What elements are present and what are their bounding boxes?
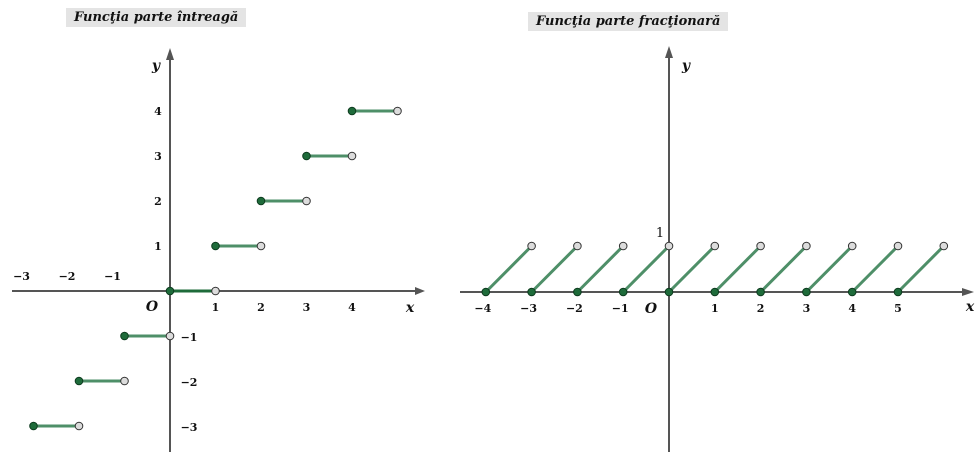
left-y-tick-label: −2 xyxy=(181,376,198,389)
left-x-tick-label: −3 xyxy=(13,270,30,283)
left-open-point xyxy=(165,331,175,341)
right-closed-point xyxy=(527,287,536,297)
right-open-point xyxy=(527,241,536,251)
right-sawtooth-segment xyxy=(576,244,625,294)
left-closed-point xyxy=(74,376,84,386)
right-sawtooth-segment xyxy=(530,244,579,294)
right-open-point xyxy=(664,241,674,251)
right-closed-point xyxy=(481,287,491,297)
right-open-point xyxy=(939,241,949,251)
left-open-point xyxy=(393,106,402,116)
right-sawtooth-segment xyxy=(805,244,854,294)
left-open-point xyxy=(302,196,311,206)
right-closed-point xyxy=(893,287,903,297)
right-sawtooth-segment xyxy=(484,244,533,294)
right-open-point xyxy=(573,241,582,251)
right-sawtooth-segment xyxy=(759,244,808,294)
right-open-point xyxy=(710,241,720,251)
left-x-axis-arrow xyxy=(415,287,425,295)
right-sawtooth-segment xyxy=(896,244,945,294)
left-y-tick-label: −1 xyxy=(181,331,198,344)
right-y-axis-label: y xyxy=(681,58,691,74)
left-open-point xyxy=(74,421,84,431)
left-closed-point xyxy=(120,331,129,341)
right-closed-point xyxy=(573,287,582,297)
left-origin-label: O xyxy=(146,299,159,315)
right-x-axis-label: x xyxy=(965,299,975,315)
right-open-point xyxy=(618,241,628,251)
right-closed-point xyxy=(847,287,857,297)
right-closed-point xyxy=(710,287,720,297)
left-closed-point xyxy=(347,106,357,116)
left-open-point xyxy=(256,241,266,251)
left-y-tick-label: 3 xyxy=(154,150,162,163)
right-x-tick-label: 3 xyxy=(803,302,811,315)
left-x-tick-label: −2 xyxy=(59,270,76,283)
left-chart-title: Funcţia parte întreagă xyxy=(66,8,247,27)
left-x-tick-label: 4 xyxy=(348,301,356,314)
left-x-tick-label: 2 xyxy=(257,301,265,314)
left-y-axis-arrow xyxy=(166,48,174,60)
left-open-point xyxy=(120,376,129,386)
left-x-tick-label: −1 xyxy=(104,270,121,283)
right-x-tick-label: −1 xyxy=(612,302,629,315)
left-closed-point xyxy=(211,241,220,251)
right-origin-label: O xyxy=(645,301,658,317)
left-y-tick-label: 1 xyxy=(154,240,162,253)
right-open-point xyxy=(802,241,811,251)
right-x-tick-label: −3 xyxy=(520,302,537,315)
right-closed-point xyxy=(802,287,811,297)
right-x-axis-arrow xyxy=(962,288,974,296)
right-closed-point xyxy=(756,287,765,297)
right-open-point xyxy=(756,241,765,251)
left-closed-point xyxy=(302,151,311,161)
left-open-point xyxy=(347,151,357,161)
right-x-tick-label: −4 xyxy=(474,302,491,315)
left-y-tick-label: 2 xyxy=(154,195,162,208)
left-closed-point xyxy=(165,286,175,296)
right-chart-title: Funcţia parte fracţionară xyxy=(528,12,729,31)
right-x-tick-label: 5 xyxy=(894,302,902,315)
left-closed-point xyxy=(256,196,266,206)
right-sawtooth-segment xyxy=(713,244,762,294)
right-y-tick-label: 1 xyxy=(656,226,664,241)
right-x-tick-label: 4 xyxy=(848,302,856,315)
left-open-point xyxy=(211,286,220,296)
left-x-tick-label: 3 xyxy=(303,301,311,314)
right-sawtooth-segment xyxy=(851,244,900,294)
right-x-tick-label: 1 xyxy=(711,302,719,315)
left-y-tick-label: 4 xyxy=(154,105,162,118)
left-x-tick-label: 1 xyxy=(212,301,220,314)
right-x-tick-label: −2 xyxy=(566,302,583,315)
right-x-tick-label: 2 xyxy=(757,302,765,315)
right-closed-point xyxy=(618,287,628,297)
right-open-point xyxy=(893,241,903,251)
right-sawtooth-segment xyxy=(622,244,671,294)
right-sawtooth-segment xyxy=(667,244,716,294)
right-open-point xyxy=(847,241,857,251)
left-closed-point xyxy=(29,421,38,431)
left-y-tick-label: −3 xyxy=(181,421,198,434)
right-y-axis-arrow xyxy=(665,46,673,58)
left-x-axis-label: x xyxy=(405,300,415,316)
right-closed-point xyxy=(664,287,674,297)
left-y-axis-label: y xyxy=(151,58,161,74)
